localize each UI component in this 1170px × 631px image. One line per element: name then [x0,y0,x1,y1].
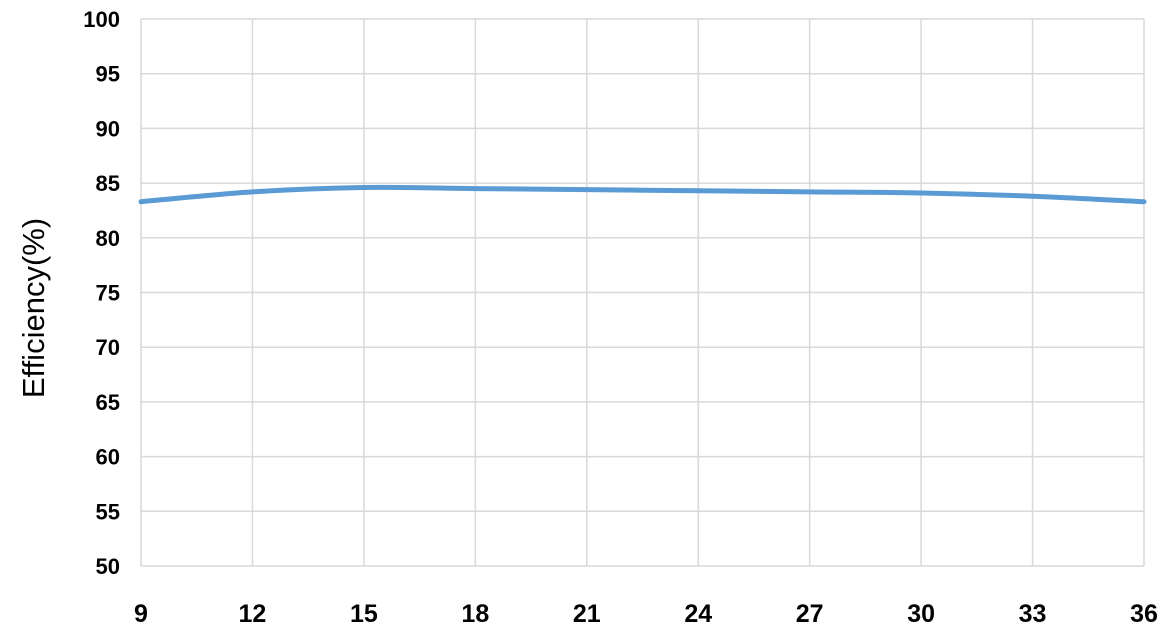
y-tick-label: 80 [96,226,120,251]
y-tick-label: 70 [96,335,120,360]
y-tick-label: 55 [96,499,120,524]
y-tick-label: 75 [96,281,120,306]
x-axis-ticks: 9 12 15 18 21 24 27 30 33 36 [134,600,1158,628]
x-tick-label: 15 [350,600,378,628]
x-tick-label: 12 [239,600,267,628]
y-axis-ticks: 50 55 60 65 70 75 80 85 90 95 100 [83,7,120,579]
efficiency-line [138,184,1147,205]
x-tick-label: 24 [684,600,712,628]
series-group [138,184,1147,205]
x-tick-label: 21 [573,600,601,628]
x-tick-label: 9 [134,600,148,628]
x-tick-label: 18 [461,600,489,628]
x-tick-label: 27 [796,600,824,628]
grid-lines [140,18,1145,567]
y-tick-label: 85 [96,171,120,196]
x-tick-label: 36 [1130,600,1158,628]
y-tick-label: 90 [96,116,120,141]
y-tick-label: 95 [96,62,120,87]
x-tick-label: 30 [907,600,935,628]
y-axis-label: Efficiency(%) [16,218,51,398]
x-tick-label: 33 [1019,600,1047,628]
y-tick-label: 65 [96,390,120,415]
y-tick-label: 60 [96,445,120,470]
y-tick-label: 50 [96,554,120,579]
y-tick-label: 100 [83,7,120,32]
